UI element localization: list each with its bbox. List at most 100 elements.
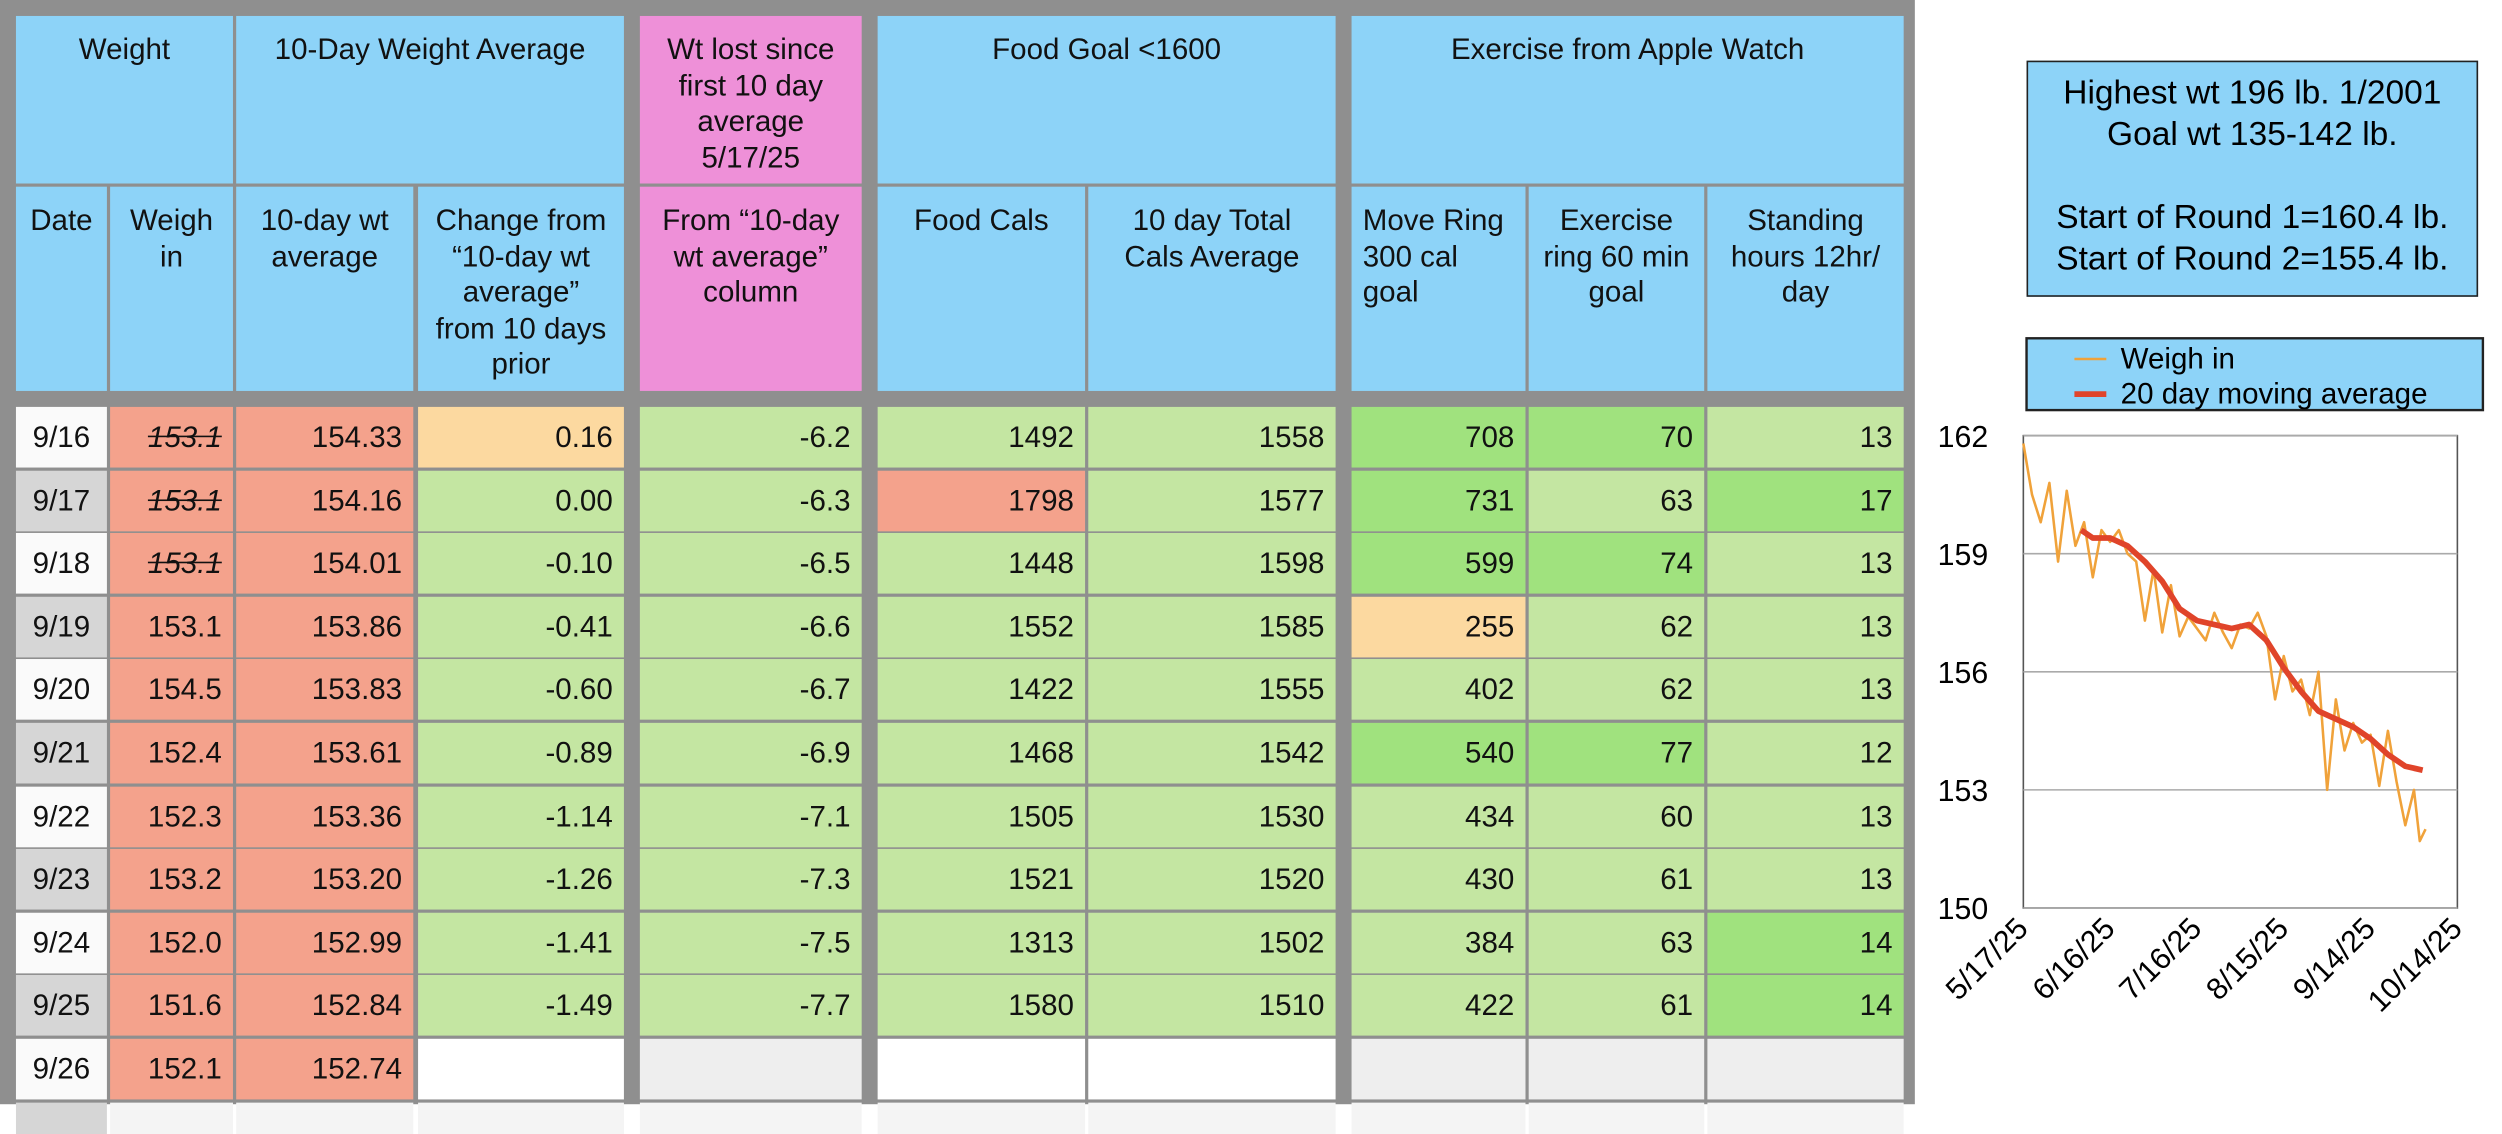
value-cell: 430	[1351, 849, 1526, 910]
value-cell: 63	[1528, 912, 1705, 974]
value-cell: 14	[1707, 975, 1904, 1037]
y-tick-label: 153	[1938, 775, 1989, 808]
value-cell	[1088, 1038, 1336, 1100]
group-header: Food Goal <1600	[877, 15, 1336, 184]
column-header: 10-day wt average	[236, 186, 414, 391]
date-cell: 9/16	[15, 406, 107, 468]
value-cell: -7.1	[639, 786, 862, 847]
info-line: Goal wt 135-142 lb.	[2107, 116, 2398, 154]
value-cell: 17	[1707, 470, 1904, 531]
y-tick-label: 159	[1938, 539, 1989, 572]
date-cell: 9/20	[15, 659, 107, 721]
value-cell: 153.61	[236, 722, 414, 784]
value-cell: 13	[1707, 659, 1904, 721]
blank-cell	[1707, 1101, 1904, 1134]
value-cell: 70	[1528, 406, 1705, 468]
info-box: Highest wt 196 lb. 1/2001 Goal wt 135-14…	[2026, 60, 2479, 297]
column-header: From “10-day wt average” column	[639, 186, 862, 391]
group-header: Exercise from Apple Watch	[1351, 15, 1904, 184]
value-cell: 152.4	[110, 722, 233, 784]
x-tick-label: 8/15/25	[2200, 912, 2295, 1007]
value-cell: -0.10	[418, 533, 624, 594]
column-header: Exercise ring 60 min goal	[1528, 186, 1705, 391]
value-cell: 152.1	[110, 1038, 233, 1100]
value-cell: -7.5	[639, 912, 862, 974]
value-cell	[639, 1038, 862, 1100]
value-cell	[1707, 1038, 1904, 1100]
value-cell: 1577	[1088, 470, 1336, 531]
value-cell: 0.00	[418, 470, 624, 531]
value-cell: -1.14	[418, 786, 624, 847]
value-cell: 152.99	[236, 912, 414, 974]
blank-cell	[15, 1101, 107, 1134]
value-cell: 1798	[877, 470, 1086, 531]
legend-label: Weigh in	[2121, 343, 2235, 376]
date-cell: 9/23	[15, 849, 107, 910]
value-cell: 1552	[877, 596, 1086, 658]
value-cell: 1510	[1088, 975, 1336, 1037]
group-header: Wt lost since first 10 day average 5/17/…	[639, 15, 862, 184]
value-cell: 153.20	[236, 849, 414, 910]
spreadsheet: Weight 10-Day Weight Average Wt lost since…	[0, 0, 1915, 1134]
value-cell: 1492	[877, 406, 1086, 468]
info-line: Start of Round 1=160.4 lb.	[2056, 199, 2449, 237]
value-cell: -6.5	[639, 533, 862, 594]
value-cell: 154.33	[236, 406, 414, 468]
legend-label: 20 day moving average	[2121, 378, 2428, 411]
value-cell: 152.0	[110, 912, 233, 974]
value-cell: 151.6	[110, 975, 233, 1037]
column-header: Food Cals	[877, 186, 1086, 391]
value-cell: 1558	[1088, 406, 1336, 468]
value-cell: 384	[1351, 912, 1526, 974]
chart: 1501531561591625/17/256/16/257/16/258/15…	[1938, 337, 2485, 1019]
value-cell: 1530	[1088, 786, 1336, 847]
value-cell: 154.01	[236, 533, 414, 594]
date-cell: 9/18	[15, 533, 107, 594]
date-cell: 9/19	[15, 596, 107, 658]
date-cell: 9/21	[15, 722, 107, 784]
value-cell: 402	[1351, 659, 1526, 721]
value-cell: -6.6	[639, 596, 862, 658]
blank-cell	[1088, 1101, 1336, 1134]
value-cell: 1502	[1088, 912, 1336, 974]
legend-box	[2025, 337, 2485, 412]
value-cell: 1580	[877, 975, 1086, 1037]
series-line	[2022, 443, 2427, 843]
value-cell	[1528, 1038, 1705, 1100]
value-cell: 0.16	[418, 406, 624, 468]
value-cell: 1448	[877, 533, 1086, 594]
value-cell: 153.36	[236, 786, 414, 847]
column-header: Change from “10-day wt average” from 10 …	[418, 186, 624, 391]
value-cell: 1555	[1088, 659, 1336, 721]
x-tick-label: 7/16/25	[2113, 912, 2208, 1007]
value-cell: 62	[1528, 659, 1705, 721]
value-cell: 1468	[877, 722, 1086, 784]
value-cell: 152.84	[236, 975, 414, 1037]
value-cell: 153.1	[110, 470, 233, 531]
value-cell: 13	[1707, 849, 1904, 910]
blank-cell	[877, 1101, 1086, 1134]
value-cell: 540	[1351, 722, 1526, 784]
column-header: Weigh in	[110, 186, 233, 391]
value-cell: 153.86	[236, 596, 414, 658]
blank-cell	[418, 1101, 624, 1134]
value-cell: 1520	[1088, 849, 1336, 910]
value-cell: 153.1	[110, 533, 233, 594]
value-cell: 60	[1528, 786, 1705, 847]
blank-cell	[1528, 1101, 1705, 1134]
value-cell: -1.26	[418, 849, 624, 910]
value-cell: -0.60	[418, 659, 624, 721]
value-cell: 74	[1528, 533, 1705, 594]
value-cell: -1.41	[418, 912, 624, 974]
date-cell: 9/22	[15, 786, 107, 847]
x-tick-label: 10/14/25	[2362, 912, 2469, 1019]
info-line: Start of Round 2=155.4 lb.	[2056, 240, 2449, 278]
column-header: Standing hours 12hr/ day	[1707, 186, 1904, 391]
date-cell: 9/25	[15, 975, 107, 1037]
value-cell: -7.7	[639, 975, 862, 1037]
value-cell: 13	[1707, 786, 1904, 847]
value-cell: 77	[1528, 722, 1705, 784]
value-cell: 13	[1707, 533, 1904, 594]
value-cell: 708	[1351, 406, 1526, 468]
